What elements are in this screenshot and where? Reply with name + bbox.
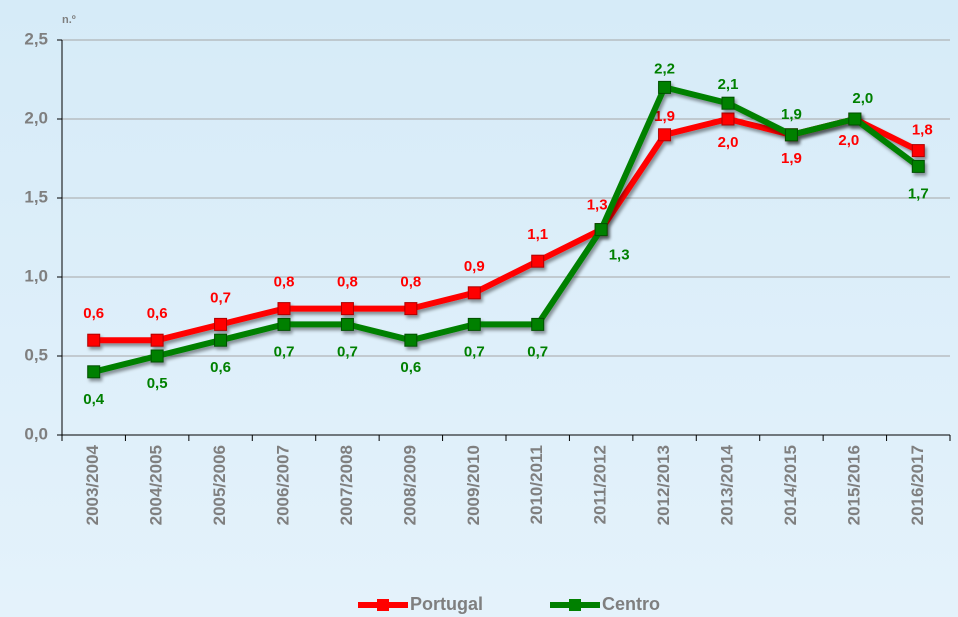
marker — [214, 333, 228, 347]
x-tick-label: 2014/2015 — [781, 445, 800, 525]
data-label: 0,7 — [337, 343, 358, 360]
x-tick-label: 2007/2008 — [337, 445, 356, 525]
y-axis-label: n.º — [62, 14, 76, 26]
data-label: 2,1 — [718, 76, 739, 93]
data-label: 0,6 — [83, 305, 104, 322]
x-tick-label: 2004/2005 — [147, 445, 166, 525]
data-label: 1,9 — [781, 106, 802, 123]
x-tick-label: 2005/2006 — [210, 445, 229, 525]
marker — [594, 223, 608, 237]
data-label: 0,8 — [400, 274, 421, 291]
x-tick-label: 2012/2013 — [654, 445, 673, 525]
data-label: 0,7 — [527, 343, 548, 360]
marker — [721, 96, 735, 110]
marker — [658, 80, 672, 94]
marker — [784, 128, 798, 142]
marker — [658, 128, 672, 142]
legend-marker — [377, 599, 389, 611]
data-label: 1,9 — [654, 108, 675, 125]
data-label: 0,5 — [147, 375, 168, 392]
data-label: 0,7 — [274, 343, 295, 360]
x-tick-label: 2011/2012 — [591, 445, 610, 524]
data-label: 0,4 — [83, 391, 105, 408]
marker — [87, 333, 101, 347]
data-label: 0,8 — [274, 274, 295, 291]
data-label: 1,1 — [527, 226, 548, 243]
line — [92, 84, 921, 375]
marker — [911, 159, 925, 173]
data-label: 2,0 — [718, 134, 739, 151]
x-tick-label: 2006/2007 — [273, 445, 292, 525]
data-label: 0,6 — [147, 305, 168, 322]
marker — [87, 365, 101, 379]
marker — [150, 349, 164, 363]
x-tick-label: 2003/2004 — [83, 444, 102, 525]
legend-label: Centro — [602, 594, 660, 614]
data-label: 1,9 — [781, 150, 802, 167]
data-label: 2,0 — [838, 132, 859, 149]
marker — [404, 333, 418, 347]
data-label: 1,7 — [908, 185, 929, 202]
data-label: 2,0 — [852, 90, 873, 107]
marker — [340, 302, 354, 316]
marker — [467, 286, 481, 300]
marker — [340, 317, 354, 331]
y-tick-label: 0,5 — [24, 345, 48, 364]
data-label: 1,3 — [609, 247, 630, 264]
marker — [277, 302, 291, 316]
x-tick-label: 2010/2011 — [527, 445, 546, 524]
data-label: 0,8 — [337, 274, 358, 291]
data-label: 1,8 — [912, 122, 933, 139]
y-tick-label: 2,0 — [24, 108, 48, 127]
marker — [214, 317, 228, 331]
legend-label: Portugal — [410, 594, 483, 614]
marker — [911, 144, 925, 158]
data-label: 0,9 — [464, 258, 485, 275]
marker — [721, 112, 735, 126]
legend-marker — [569, 599, 581, 611]
data-label: 0,7 — [210, 289, 231, 306]
data-label: 0,6 — [210, 359, 231, 376]
data-label: 1,3 — [587, 197, 608, 214]
x-tick-label: 2015/2016 — [844, 445, 863, 525]
x-tick-label: 2008/2009 — [400, 445, 419, 525]
data-label: 0,6 — [400, 359, 421, 376]
data-label: 0,7 — [464, 343, 485, 360]
x-tick-label: 2009/2010 — [464, 445, 483, 525]
x-tick-label: 2016/2017 — [908, 445, 927, 525]
marker — [848, 112, 862, 126]
y-tick-label: 0,0 — [24, 424, 48, 443]
x-tick-label: 2013/2014 — [717, 444, 736, 525]
y-tick-label: 1,5 — [24, 187, 48, 206]
marker — [404, 302, 418, 316]
marker — [531, 254, 545, 268]
y-tick-label: 1,0 — [24, 266, 48, 285]
marker — [277, 317, 291, 331]
data-label: 2,2 — [654, 60, 675, 77]
marker — [150, 333, 164, 347]
marker — [531, 317, 545, 331]
series — [87, 80, 925, 379]
marker — [467, 317, 481, 331]
y-tick-label: 2,5 — [24, 29, 48, 48]
